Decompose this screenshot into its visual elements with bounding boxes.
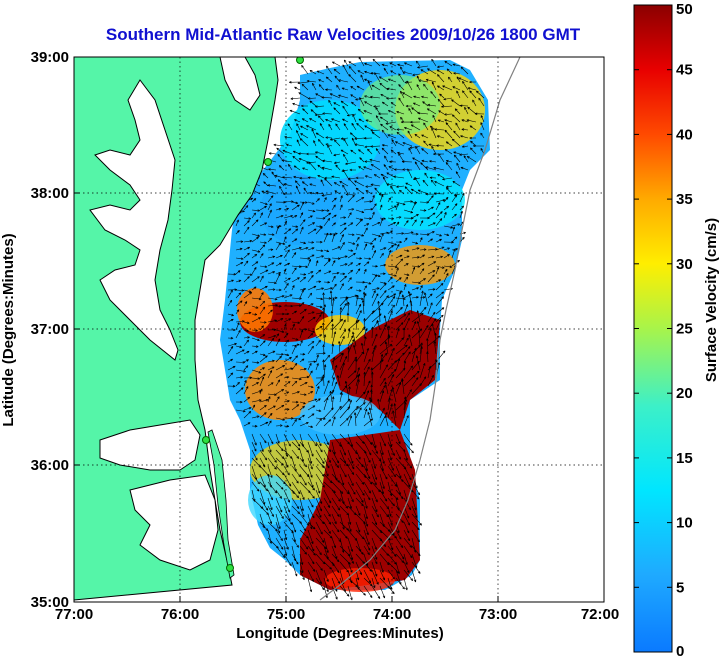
field-patch-darkred-south — [300, 430, 420, 590]
albemarle-sound — [99, 419, 201, 471]
velocity-vector-arrows — [227, 57, 485, 601]
y-axis-label: Latitude (Degrees:Minutes) — [0, 233, 17, 426]
axis-tick-marks — [74, 192, 499, 602]
field-patch-orange-east — [385, 245, 455, 285]
colorbar-tick-label: 15 — [676, 450, 693, 467]
field-patch-orange-west — [237, 288, 273, 332]
x-tick-label: 72:00 — [581, 606, 619, 623]
y-tick-label: 36:00 — [31, 457, 69, 474]
map-title: Southern Mid-Atlantic Raw Velocities 200… — [106, 25, 581, 44]
colorbar-tick-label: 20 — [676, 385, 693, 402]
radar-site-marker — [202, 436, 210, 444]
velocity-vectors — [227, 57, 485, 601]
colorbar-tick-label: 5 — [676, 579, 684, 596]
y-tick-label: 39:00 — [31, 49, 69, 66]
colorbar-tick-label: 10 — [676, 515, 693, 532]
colorbar-tick-label: 0 — [676, 643, 684, 659]
field-patch-cyan-mid — [375, 170, 465, 230]
colorbar-tick-labels: 0 5 10 15 20 25 30 35 40 45 50 — [676, 1, 693, 659]
colorbar-tick-label: 50 — [676, 1, 693, 18]
x-tick-label: 74:00 — [373, 606, 411, 623]
colorbar-tick-label: 35 — [676, 191, 693, 208]
grid-lines — [74, 57, 604, 602]
x-tick-label: 73:00 — [479, 606, 517, 623]
y-tick-label: 35:00 — [31, 594, 69, 611]
y-tick-label: 37:00 — [31, 321, 69, 338]
colorbar-tick-label: 40 — [676, 126, 693, 143]
plot-area — [74, 57, 604, 602]
radar-site-marker — [296, 57, 304, 64]
radar-site-marker — [226, 564, 234, 572]
delaware-bay — [219, 57, 261, 111]
x-tick-label: 77:00 — [55, 606, 93, 623]
radar-site-markers — [202, 57, 304, 572]
colorbar-tick-label: 30 — [676, 256, 693, 273]
radar-site-marker — [264, 158, 272, 166]
colorbar — [633, 4, 673, 653]
barrier-islands — [207, 429, 235, 579]
x-tick-label: 76:00 — [161, 606, 199, 623]
x-tick-label: 75:00 — [267, 606, 305, 623]
pamlico-sound — [129, 474, 219, 571]
colorbar-tick-label: 45 — [676, 62, 693, 79]
field-patch-darkred-center — [330, 310, 440, 430]
field-patch-blue-sw — [300, 395, 380, 435]
colorbar-tick-marks — [634, 4, 672, 653]
x-axis-label: Longitude (Degrees:Minutes) — [236, 625, 444, 642]
chesapeake-bay — [89, 79, 179, 361]
field-patch-red-south — [325, 568, 395, 592]
y-tick-label: 38:00 — [31, 185, 69, 202]
colorbar-tick-label: 25 — [676, 321, 693, 338]
colorbar-label: Surface Velocity (cm/s) — [703, 218, 720, 382]
isobath-line — [319, 57, 521, 601]
